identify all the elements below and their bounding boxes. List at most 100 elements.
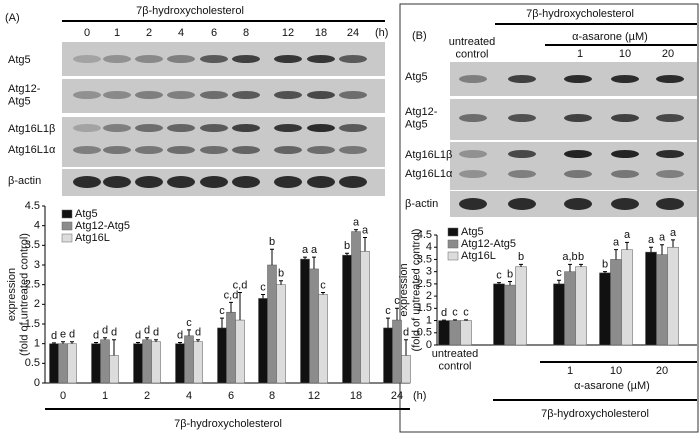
blot-band — [103, 176, 131, 188]
lane-unit: (h) — [375, 27, 388, 39]
blot-band — [508, 198, 536, 210]
blot-band — [200, 176, 228, 188]
row-label: Atg16L1α — [405, 168, 453, 180]
error-bar — [363, 236, 367, 252]
y-axis-label: expression(fold of untreated control) — [6, 233, 31, 356]
error-bar — [70, 341, 74, 344]
bar — [460, 320, 472, 346]
blot-band — [656, 198, 684, 210]
bar — [493, 283, 505, 346]
bar — [621, 249, 633, 346]
row-label: β-actin — [405, 198, 438, 210]
y-tick-label: 2.5 — [417, 278, 432, 290]
lane-label: 18 — [315, 27, 327, 39]
significance-letter: a — [353, 217, 360, 229]
y-tick-label: 3 — [426, 266, 432, 278]
error-bar — [52, 342, 56, 344]
significance-letter: b — [578, 251, 584, 263]
error-bar — [136, 341, 140, 344]
blot-band — [274, 146, 302, 154]
significance-letter: b — [278, 268, 284, 280]
y-tick-label: 0.5 — [25, 357, 40, 369]
error-bar — [145, 337, 149, 340]
bar — [276, 284, 286, 384]
blot-band — [167, 146, 195, 154]
error-bar — [354, 229, 358, 232]
blot-band — [232, 176, 260, 188]
y-tick-label: 2 — [34, 298, 40, 310]
y-tick-label: 3.5 — [25, 239, 40, 251]
significance-letter: c — [186, 317, 192, 329]
cotreatment-label: α-asarone (µM) — [572, 31, 648, 43]
blot-band — [611, 198, 639, 210]
blot-band — [307, 146, 335, 154]
blot-band — [73, 124, 101, 132]
legend-swatch — [61, 221, 73, 231]
x-tick-label: 8 — [269, 390, 275, 402]
error-bar — [187, 329, 191, 336]
blot-band — [564, 75, 592, 83]
bar — [318, 294, 328, 384]
x-axis-label: 7β-hydroxycholesterol — [541, 408, 649, 420]
bar — [151, 341, 161, 384]
bar — [401, 355, 411, 384]
error-bar — [345, 252, 349, 256]
blot-band — [274, 124, 302, 132]
x-tick-label: 1 — [102, 390, 108, 402]
blot-band — [135, 124, 163, 132]
blot-band — [564, 114, 592, 122]
error-bar — [395, 307, 399, 321]
significance-letter: a — [648, 234, 655, 246]
bar — [553, 283, 565, 346]
bar — [504, 284, 516, 346]
bar — [656, 254, 668, 346]
row-label: Atg12-Atg5 — [8, 83, 41, 108]
significance-letter: a,b — [562, 251, 577, 263]
error-bar — [321, 292, 325, 295]
blot-band — [167, 55, 195, 63]
row-label: Atg5 — [8, 54, 31, 66]
bar — [438, 320, 450, 346]
significance-letter: c — [463, 307, 469, 319]
lane-label: 20 — [662, 48, 674, 60]
significance-letter: b — [507, 268, 513, 280]
bar — [564, 271, 576, 346]
blot-band — [339, 146, 367, 154]
error-bar — [519, 263, 523, 267]
significance-letter: d — [153, 327, 159, 339]
bar — [300, 258, 310, 384]
legend-label: Atg5 — [461, 226, 484, 238]
blot-band — [167, 91, 195, 99]
error-bar — [568, 263, 572, 272]
legend-swatch — [61, 233, 73, 243]
blot-band — [135, 176, 163, 188]
blot-band — [656, 75, 684, 83]
error-bar — [103, 337, 107, 340]
lane-label: 6 — [211, 27, 217, 39]
error-bar — [196, 339, 200, 342]
x-tick-label: 1 — [567, 365, 573, 377]
bar — [49, 343, 59, 384]
legend-swatch — [61, 209, 73, 219]
blot-band — [508, 114, 536, 122]
blot-band — [232, 124, 260, 132]
blot-band — [508, 75, 536, 83]
blot-band — [339, 91, 367, 99]
blot-band — [103, 91, 131, 99]
blot-band — [274, 176, 302, 188]
blot-band — [611, 75, 639, 83]
lane-label: 8 — [243, 27, 249, 39]
error-bar — [497, 282, 501, 284]
blot-band — [200, 124, 228, 132]
blot-band — [232, 146, 260, 154]
blot-band — [459, 170, 487, 178]
blot-band — [656, 114, 684, 122]
blot-strip — [450, 142, 697, 190]
bar — [91, 343, 101, 384]
blot-band — [73, 176, 101, 188]
bar — [142, 339, 152, 384]
x-axis-label: 7β-hydroxycholesterol — [174, 418, 282, 430]
panel-label: (A) — [5, 12, 20, 24]
blot-band — [611, 114, 639, 122]
blot-band — [274, 91, 302, 99]
